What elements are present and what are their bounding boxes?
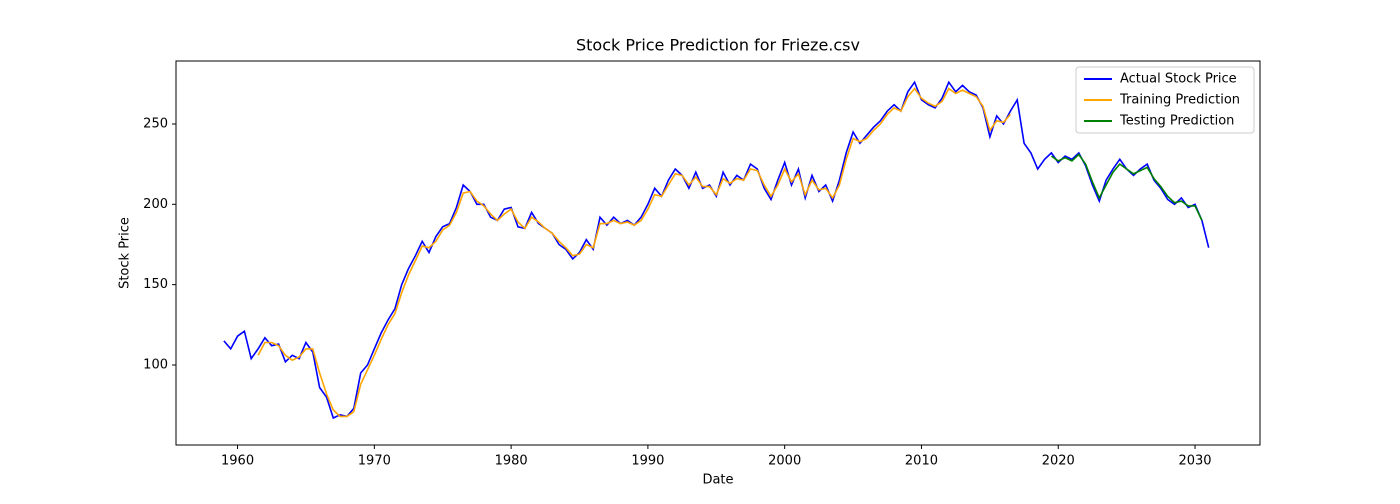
x-tick-label: 1980 [495, 454, 528, 469]
x-tick-label: 2010 [905, 454, 938, 469]
y-tick-label: 250 [143, 116, 168, 131]
x-tick-label: 2000 [768, 454, 801, 469]
x-tick-label: 2030 [1178, 454, 1211, 469]
series-line [223, 80, 1210, 420]
legend-box [1075, 66, 1255, 134]
legend-label: Training Prediction [1119, 93, 1240, 108]
y-tick-label: 150 [143, 277, 168, 292]
series-line [257, 87, 1012, 418]
y-tick-label: 100 [143, 357, 168, 372]
x-tick-label: 2020 [1042, 454, 1075, 469]
x-axis-label: Date [702, 473, 733, 488]
legend-label: Testing Prediction [1119, 114, 1234, 129]
y-tick-label: 200 [143, 197, 168, 212]
x-tick-label: 1970 [358, 454, 391, 469]
y-axis-label: Stock Price [118, 217, 133, 289]
legend-label: Actual Stock Price [1120, 72, 1237, 87]
series-line [1050, 153, 1203, 221]
x-tick-label: 1990 [631, 454, 664, 469]
x-tick-label: 1960 [221, 454, 254, 469]
chart-title: Stock Price Prediction for Frieze.csv [576, 36, 860, 55]
plot-frame [175, 60, 1261, 446]
